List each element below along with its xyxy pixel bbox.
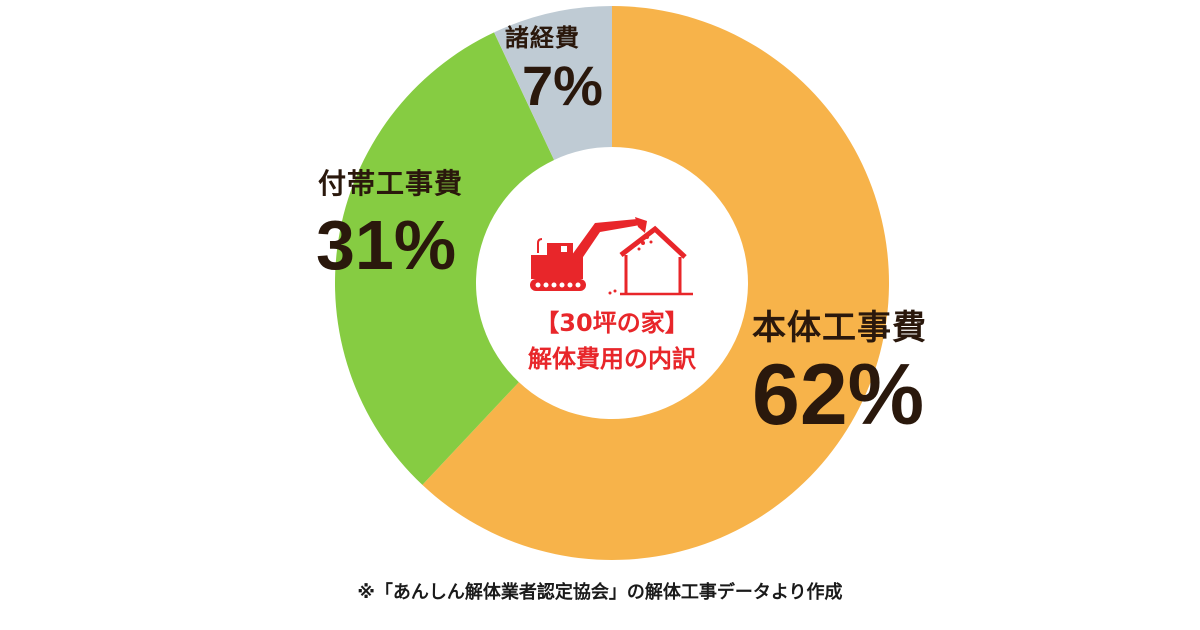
center-title-line2: 解体費用の内訳 xyxy=(528,345,696,373)
center-title-line1: 【30坪の家】 xyxy=(535,309,689,337)
excavator-demolishing-house-icon xyxy=(530,217,693,296)
label-misc-name: 諸経費 xyxy=(505,24,580,52)
label-ancillary-name: 付帯工事費 xyxy=(318,167,464,200)
donut-slice-1 xyxy=(335,32,555,485)
label-main-name: 本体工事費 xyxy=(752,308,927,348)
donut-slice-0 xyxy=(422,6,889,560)
label-misc-pct: 7% xyxy=(522,54,603,117)
label-main-pct: 62% xyxy=(752,347,925,443)
source-footnote: ※「あんしん解体業者認定協会」の解体工事データより作成 xyxy=(357,582,843,603)
donut-slice-2 xyxy=(494,6,612,160)
label-ancillary-pct: 31% xyxy=(316,206,457,284)
